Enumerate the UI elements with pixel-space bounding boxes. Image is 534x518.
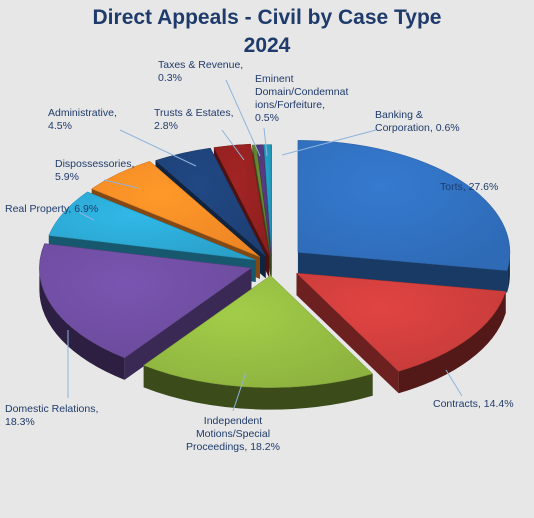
slice-label-1: Contracts, 14.4% (433, 398, 514, 410)
slice-label-8: Taxes & Revenue, 0.3% (158, 59, 243, 84)
slice-label-0: Torts, 27.6% (440, 181, 498, 193)
leader-line-9 (263, 127, 268, 157)
leader-line-1 (445, 369, 463, 397)
slice-label-9: Eminent Domain/Condemnat ions/Forfeiture, 0… (255, 73, 348, 124)
slice-label-6: Administrative, 4.5% (48, 107, 117, 132)
pie-slice-3 (39, 243, 253, 359)
pie-slice-10 (263, 144, 272, 257)
slice-outer-wall (39, 268, 125, 380)
leader-line-8 (225, 79, 261, 157)
slice-label-2: Independent Motions/Special Proceedings, 1… (186, 415, 280, 453)
leader-line-2 (232, 371, 247, 412)
pie-slice-5 (91, 160, 261, 258)
leader-line-4 (79, 212, 95, 221)
leader-line-7 (221, 129, 245, 161)
pie-slice-4 (48, 191, 256, 261)
pie-slice-0 (297, 140, 511, 271)
pie-slice-9 (256, 144, 272, 257)
leader-line-10 (281, 129, 377, 156)
pie-slice-7 (213, 143, 270, 256)
pie-slice-2 (143, 275, 374, 388)
chart-title: Direct Appeals - Civil by Case Type (92, 6, 442, 29)
slice-side-wall (297, 252, 508, 293)
leader-line-5 (103, 179, 139, 189)
slice-label-5: Dispossessories, 5.9% (55, 158, 134, 183)
pie-slice-1 (295, 272, 506, 372)
pie-slice-6 (154, 147, 266, 257)
pie-slice-8 (251, 144, 272, 257)
slice-label-7: Trusts & Estates, 2.8% (154, 107, 234, 132)
chart-title-year: 2024 (243, 34, 291, 57)
slice-label-10: Banking & Corporation, 0.6% (375, 109, 460, 134)
slice-side-wall (296, 273, 399, 394)
leader-line-6 (119, 129, 197, 167)
slice-label-4: Real Property, 6.9% (5, 203, 98, 215)
slice-side-wall (124, 268, 252, 380)
slice-label-3: Domestic Relations, 18.3% (5, 403, 98, 428)
slice-outer-wall (398, 291, 506, 394)
